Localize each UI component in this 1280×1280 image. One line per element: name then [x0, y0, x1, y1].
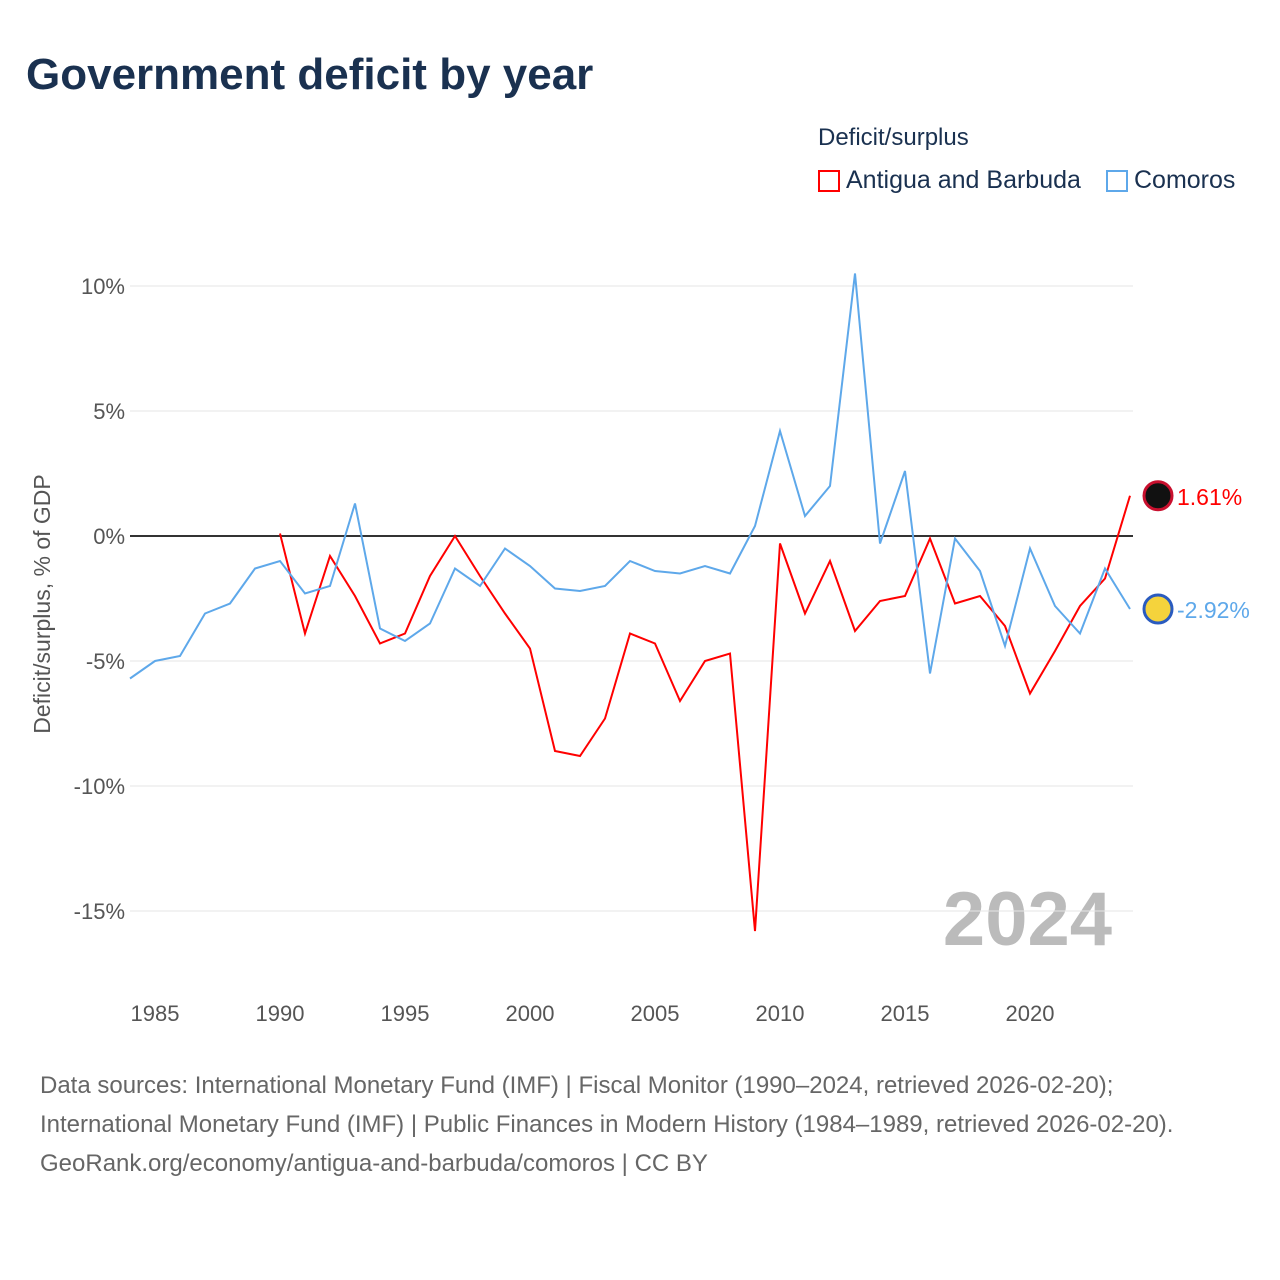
year-label: 2024 [943, 877, 1112, 962]
end-value-label: -2.92% [1177, 597, 1250, 623]
x-tick-label: 2010 [756, 1001, 805, 1026]
legend-item-antigua[interactable]: Antigua and Barbuda [818, 166, 1081, 195]
x-tick-label: 1985 [131, 1001, 180, 1026]
x-tick-label: 1990 [256, 1001, 305, 1026]
y-tick-label: -15% [74, 899, 125, 924]
legend-swatch [1106, 169, 1128, 192]
x-tick-label: 2020 [1006, 1001, 1055, 1026]
data-sources: Data sources: International Monetary Fun… [40, 1072, 1174, 1138]
series-line-comoros [129, 273, 1131, 680]
y-tick-label: -10% [74, 774, 125, 799]
y-tick-label: -5% [86, 649, 125, 674]
y-axis-label: Deficit/surplus, % of GDP [29, 474, 55, 733]
footer: Data sources: International Monetary Fun… [40, 1066, 1240, 1183]
legend-label: Comoros [1134, 166, 1236, 194]
flag-icon [1142, 593, 1174, 625]
x-tick-label: 1995 [381, 1001, 430, 1026]
source-link[interactable]: GeoRank.org/economy/antigua-and-barbuda/… [40, 1150, 708, 1177]
y-tick-label: 10% [81, 274, 125, 299]
legend-label: Antigua and Barbuda [846, 166, 1081, 194]
y-tick-label: 0% [93, 524, 125, 549]
x-tick-label: 2015 [881, 1001, 930, 1026]
chart-title: Government deficit by year [26, 50, 594, 99]
legend-title: Deficit/surplus [818, 124, 969, 151]
legend-item-comoros[interactable]: Comoros [1106, 166, 1235, 195]
x-tick-label: 2005 [631, 1001, 680, 1026]
line-chart: Deficit/surplus, % of GDP 2024 10% 5% 0% -5… [29, 273, 1250, 1026]
legend-swatch [818, 169, 840, 192]
flag-icon [1142, 480, 1174, 512]
series-line-antigua [279, 495, 1131, 932]
x-tick-label: 2000 [506, 1001, 555, 1026]
y-tick-label: 5% [93, 399, 125, 424]
end-value-label: 1.61% [1177, 484, 1242, 510]
